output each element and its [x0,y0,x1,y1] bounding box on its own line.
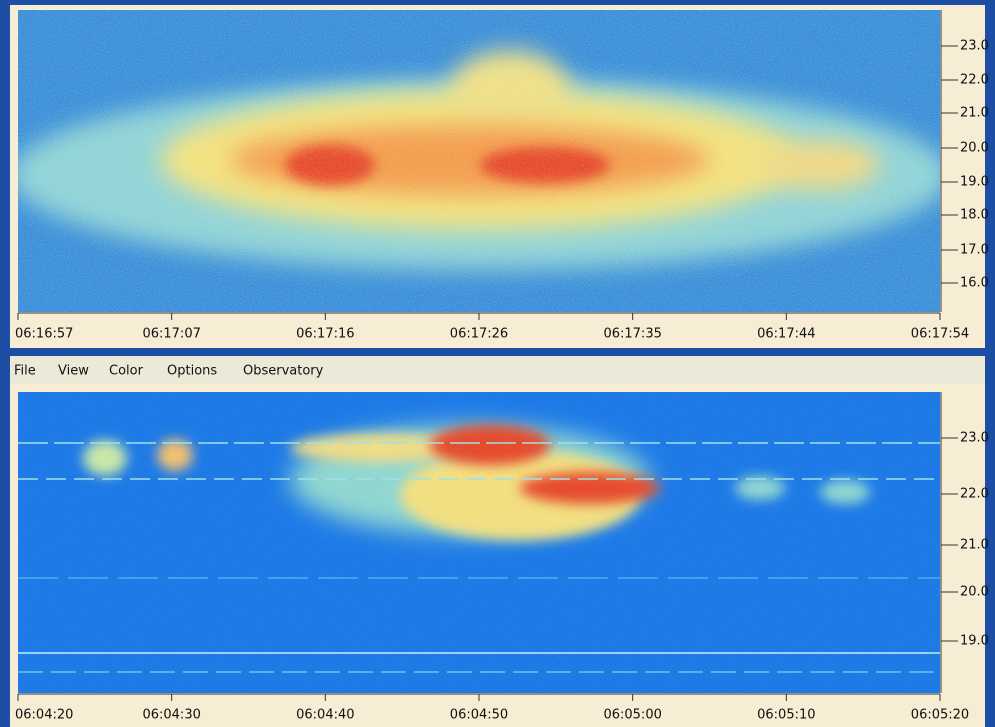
screen: 06:16:57 06:17:07 06:17:16 06:17:26 06:17:35… [0,0,995,727]
x-tick-label: 06:17:16 [296,327,354,342]
y-tick-label: 23.0 [960,431,989,446]
y-tick-label: 22.0 [960,487,989,502]
x-tick-label: 06:04:30 [142,708,200,723]
x-tick-label: 06:04:40 [296,708,354,723]
y-tick-label: 19.0 [960,175,989,190]
y-tick-label: 23.0 [960,39,989,54]
y-tick-label: 17.0 [960,243,989,258]
menu-bar [10,356,985,384]
x-tick-label: 06:17:54 [911,327,969,342]
menu-item[interactable]: Color [109,364,144,379]
menu-item[interactable]: File [14,364,36,379]
x-tick-label: 06:04:50 [450,708,508,723]
x-tick-label: 06:16:57 [15,327,73,342]
noise [18,392,940,693]
y-tick-label: 21.0 [960,538,989,553]
menu-item[interactable]: View [58,364,89,379]
x-tick-label: 06:04:20 [15,708,73,723]
bottom-spectrogram [18,392,940,693]
menu-item[interactable]: Observatory [243,364,324,379]
y-tick-label: 16.0 [960,276,989,291]
x-tick-label: 06:17:44 [757,327,815,342]
x-tick-label: 06:17:07 [142,327,200,342]
y-tick-label: 21.0 [960,106,989,121]
x-tick-label: 06:17:26 [450,327,508,342]
menu: File View Color Options Observatory [14,364,324,379]
page: {"menu": ["File", "View", "Color", "Opti… [0,0,995,727]
noise [18,10,940,312]
x-tick-label: 06:17:35 [603,327,661,342]
top-spectrogram [10,10,950,312]
menu-item[interactable]: Options [167,364,217,379]
y-tick-label: 19.0 [960,634,989,649]
y-tick-label: 18.0 [960,208,989,223]
x-tick-label: 06:05:10 [757,708,815,723]
y-tick-label: 20.0 [960,585,989,600]
y-tick-label: 20.0 [960,141,989,156]
x-tick-label: 06:05:20 [911,708,969,723]
y-tick-label: 22.0 [960,73,989,88]
x-tick-label: 06:05:00 [603,708,661,723]
